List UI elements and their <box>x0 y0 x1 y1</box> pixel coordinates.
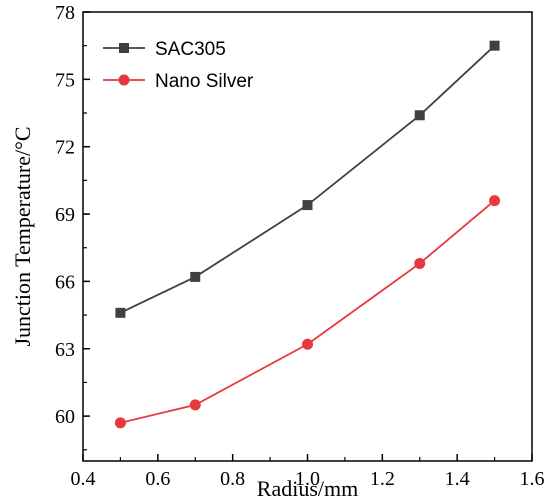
series-layer <box>114 40 501 429</box>
x-tick-label: 1.0 <box>295 468 320 490</box>
data-point <box>302 338 313 350</box>
y-tick-label: 72 <box>55 137 75 159</box>
data-point <box>489 195 501 207</box>
legend: SAC305 Nano Silver <box>103 39 254 92</box>
y-axis-title: Junction Temperature/°C <box>10 126 35 346</box>
legend-marker <box>119 43 129 53</box>
data-point <box>302 200 313 211</box>
y-tick-label: 63 <box>55 339 75 361</box>
x-tick-label: 0.6 <box>145 468 170 490</box>
legend-marker <box>118 74 130 86</box>
series-line <box>120 199 496 424</box>
data-point <box>115 307 126 318</box>
plot-frame <box>82 11 533 462</box>
data-point <box>414 110 425 121</box>
plot-area <box>82 11 533 462</box>
data-point <box>489 40 500 51</box>
x-axis-title: Radius/mm <box>257 476 358 501</box>
y-tick-label: 60 <box>55 406 75 428</box>
data-point <box>190 271 201 282</box>
x-tick-label: 1.4 <box>445 468 470 490</box>
x-tick-label: 0.8 <box>220 468 245 490</box>
y-tick-label: 75 <box>55 69 75 91</box>
data-point <box>414 257 426 269</box>
y-tick-label: 69 <box>55 204 75 226</box>
legend-label: Nano Silver <box>155 71 254 92</box>
y-tick-label: 66 <box>55 271 75 293</box>
series-0 <box>115 40 500 318</box>
x-axis-ticks: 0.4 0.6 0.8 1.0 1.2 1.4 1.6 <box>71 454 545 490</box>
data-point <box>189 399 201 411</box>
x-tick-label: 0.4 <box>71 468 96 490</box>
x-tick-label: 1.2 <box>370 468 395 490</box>
x-tick-label: 1.6 <box>520 468 545 490</box>
data-point <box>114 417 126 429</box>
legend-label: SAC305 <box>155 39 226 60</box>
series-1 <box>114 195 501 429</box>
y-axis-ticks: 60 63 66 69 72 75 78 <box>55 2 90 451</box>
y-tick-label: 78 <box>55 2 75 24</box>
